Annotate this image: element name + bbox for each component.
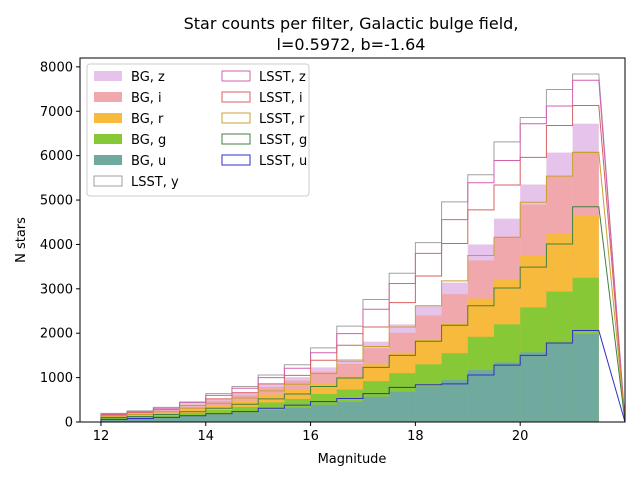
y-tick-label: 4000 — [40, 238, 73, 253]
x-tick-label: 14 — [197, 429, 214, 444]
bar-bgu-14 — [467, 370, 494, 422]
legend-label-lsstr: LSST, r — [259, 112, 305, 127]
x-axis: 12 14 16 18 20 — [93, 422, 529, 444]
bar-bgu-2 — [153, 417, 180, 422]
bar-bgu-6 — [258, 410, 285, 422]
bar-bgu-16 — [520, 352, 547, 422]
y-tick-label: 7000 — [40, 105, 73, 120]
legend-swatch-bgr — [94, 113, 122, 123]
bar-bgu-17 — [546, 342, 573, 422]
bar-bgu-12 — [415, 386, 442, 422]
bar-bgu-15 — [493, 362, 521, 422]
legend-label-bgi: BG, i — [131, 91, 162, 106]
bar-bgu-7 — [284, 407, 311, 422]
legend-label-lssty: LSST, y — [131, 175, 179, 190]
y-tick-label: 2000 — [40, 327, 73, 342]
legend-label-bgz: BG, z — [131, 70, 165, 85]
y-tick-label: 3000 — [40, 282, 73, 297]
bar-bgu-3 — [179, 416, 206, 422]
legend-swatch-lssti — [221, 91, 251, 103]
legend-label-lsstg: LSST, g — [259, 133, 307, 148]
bar-bgu-9 — [336, 402, 363, 422]
bar-bgu-11 — [389, 391, 416, 422]
x-tick-label: 12 — [93, 429, 110, 444]
legend-label-bgu: BG, u — [131, 154, 166, 169]
y-tick-label: 5000 — [40, 194, 73, 209]
y-axis: 0 1000 2000 3000 4000 5000 6000 7000 8000 — [40, 60, 80, 431]
bar-bgu-18 — [572, 334, 599, 422]
legend-box — [86, 63, 310, 197]
legend-label-bgg: BG, g — [131, 133, 166, 148]
y-tick-label: 6000 — [40, 149, 73, 164]
legend-swatch-bgz — [94, 71, 122, 81]
bar-bgu-1 — [127, 418, 154, 422]
step-lssti — [100, 104, 626, 423]
x-tick-label: 16 — [302, 429, 319, 444]
y-tick-label: 0 — [65, 416, 73, 431]
step-lsstg — [100, 206, 626, 423]
legend-swatch-lsstu — [221, 154, 251, 166]
legend-label-lsstz: LSST, z — [259, 70, 306, 85]
step-lsstu — [100, 330, 626, 423]
legend-swatch-bgg — [94, 134, 122, 144]
step-outlines — [100, 73, 626, 423]
plot-area-frame — [79, 57, 626, 423]
step-lsstr — [100, 152, 626, 423]
chart-title-line1: Star counts per filter, Galactic bulge f… — [184, 14, 519, 33]
x-axis-label: Magnitude — [318, 452, 387, 467]
legend-swatch-lsstg — [221, 133, 251, 145]
legend-label-bgr: BG, r — [131, 112, 164, 127]
bar-bgu-8 — [310, 404, 337, 422]
y-axis-label: N stars — [14, 217, 29, 263]
legend-swatch-lsstz — [221, 70, 251, 82]
bar-bgu-4 — [205, 414, 232, 422]
histogram-bars — [100, 123, 599, 423]
legend: BG, z BG, i BG, r BG, g BG, u LSST, y LSST, z L… — [86, 63, 310, 197]
legend-swatch-lssty — [93, 175, 123, 187]
chart-title-line2: l=0.5972, b=-1.64 — [277, 35, 426, 54]
bar-bgu-13 — [441, 379, 468, 422]
y-tick-label: 1000 — [40, 371, 73, 386]
bar-bgu-10 — [362, 396, 390, 422]
bar-bgu-5 — [231, 412, 259, 422]
x-tick-label: 18 — [407, 429, 424, 444]
legend-label-lssti: LSST, i — [259, 91, 303, 106]
x-tick-label: 20 — [512, 429, 529, 444]
y-tick-label: 8000 — [40, 60, 73, 75]
legend-swatch-bgu — [94, 155, 122, 165]
legend-label-lsstu: LSST, u — [259, 154, 307, 169]
legend-swatch-lsstr — [221, 112, 251, 124]
bar-bgu-0 — [100, 419, 128, 422]
legend-swatch-bgi — [94, 92, 122, 102]
